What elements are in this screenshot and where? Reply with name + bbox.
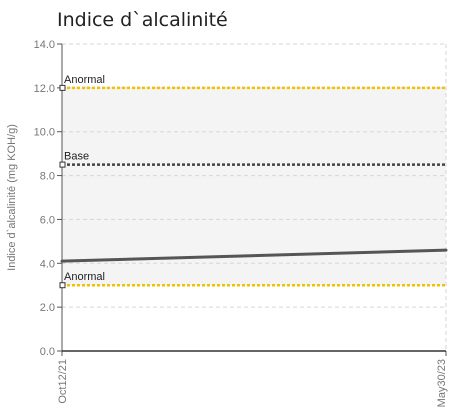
reference-marker — [59, 161, 66, 168]
reference-label-1: Base — [64, 151, 89, 163]
y-tick-label: 8.0 — [40, 171, 55, 183]
x-tick-label: Oct12/21 — [57, 359, 69, 404]
reference-marker — [59, 84, 66, 91]
band-1 — [62, 164, 446, 286]
series-line-0 — [61, 248, 447, 263]
data-series — [60, 248, 448, 263]
band-0 — [62, 87, 446, 165]
y-tick-label: 6.0 — [40, 214, 55, 226]
y-axis-label: Indice d`alcalinité (mg KOH/g) — [6, 124, 18, 271]
y-tick-label: 4.0 — [40, 258, 55, 270]
x-tick-label: May30/23 — [436, 359, 448, 407]
data-point — [444, 248, 448, 252]
axes: 0.0 2.0 4.0 6.0 8.0 10.0 12.0 14.0 Oct12/21 May30… — [34, 39, 448, 407]
reference-marker — [59, 282, 66, 289]
y-tick-label: 0.0 — [40, 346, 55, 358]
y-tick-label: 2.0 — [40, 302, 55, 314]
reference-bands — [62, 87, 446, 286]
reference-lines: Anormal Base Anormal — [59, 74, 446, 289]
y-tick-label: 12.0 — [34, 83, 55, 95]
data-point — [60, 259, 64, 263]
reference-label-2: Anormal — [64, 271, 105, 283]
y-tick-label: 14.0 — [34, 39, 55, 51]
chart-title: Indice d`alcalinité — [57, 9, 228, 31]
y-tick-label: 10.0 — [34, 127, 55, 139]
reference-label-0: Anormal — [64, 74, 105, 86]
